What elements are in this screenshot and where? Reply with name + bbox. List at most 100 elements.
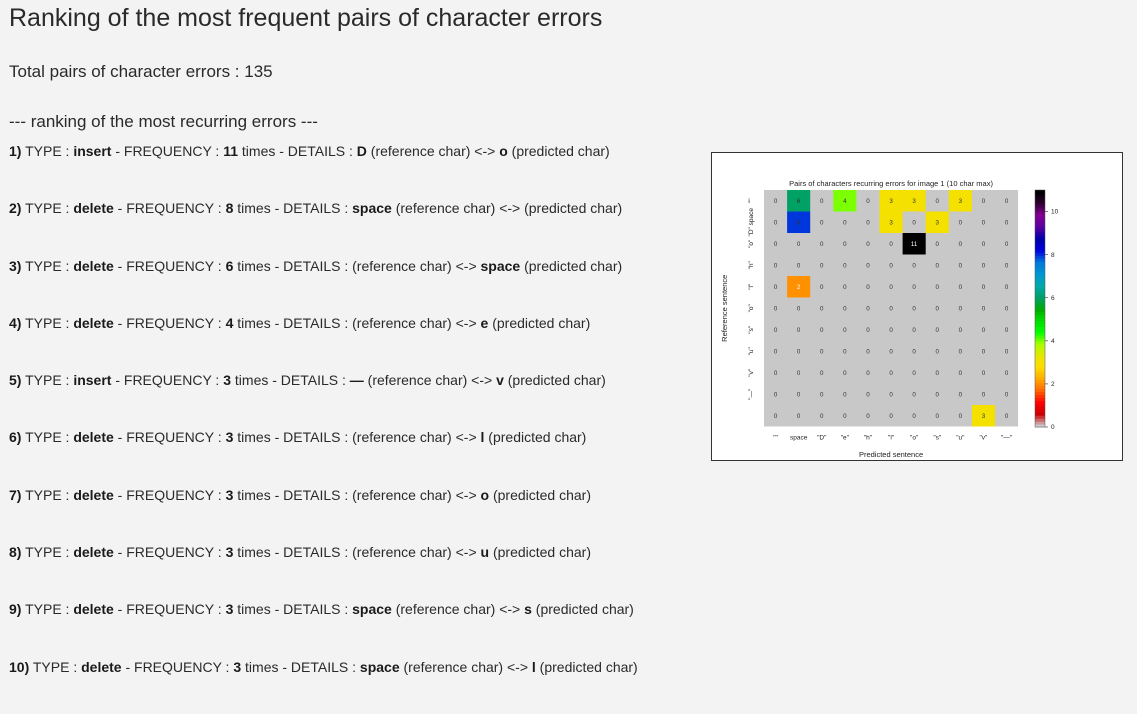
cell-value: 0 — [959, 327, 963, 334]
cell-value: 0 — [797, 413, 801, 420]
reference-label: (reference char) <-> — [366, 143, 500, 159]
frequency-label: - FREQUENCY : — [113, 429, 226, 446]
cell-value: 0 — [912, 306, 916, 313]
cell-value: 0 — [797, 306, 801, 313]
predicted-label: (predicted char) — [531, 601, 634, 618]
cell-value: 0 — [797, 370, 801, 377]
cell-value: 0 — [1005, 263, 1009, 270]
cell-value: 0 — [982, 198, 986, 205]
x-tick-label: "e" — [841, 435, 850, 442]
cell-value: 0 — [982, 284, 986, 291]
colorbar-segment — [1035, 332, 1045, 336]
colorbar-segment — [1035, 308, 1045, 313]
cell-value: 0 — [843, 392, 847, 399]
details-label: times - DETAILS : — [233, 601, 353, 618]
rank-number: 8) — [9, 544, 22, 561]
cell-value: 0 — [774, 220, 778, 227]
colorbar-segment — [1035, 326, 1045, 330]
colorbar-segment — [1035, 255, 1045, 259]
rank-number: 9) — [9, 601, 22, 618]
y-tick-label: "" — [748, 198, 755, 203]
type-label: TYPE : — [21, 429, 74, 446]
cell-value: 0 — [774, 263, 778, 270]
cell-value: 0 — [889, 370, 893, 377]
type-label: TYPE : — [21, 314, 74, 331]
cell-value: 0 — [843, 413, 847, 420]
colorbar-segment — [1035, 204, 1045, 209]
error-frequency: 3 — [233, 658, 242, 675]
cell-value: 0 — [936, 413, 940, 420]
colorbar-segment — [1035, 234, 1045, 238]
colorbar-segment — [1035, 358, 1045, 363]
cell-value: 0 — [889, 306, 893, 313]
heatmap-cell — [879, 190, 903, 212]
colorbar-segment — [1035, 352, 1045, 357]
cell-value: 0 — [843, 241, 847, 248]
colorbar-segment — [1035, 344, 1045, 348]
predicted-label: (predicted char) — [488, 314, 591, 331]
cell-value: 3 — [912, 198, 916, 205]
type-label: TYPE : — [21, 257, 74, 274]
cell-value: 0 — [820, 198, 824, 205]
cell-value: 0 — [1005, 306, 1009, 313]
cell-value: 8 — [797, 220, 801, 227]
cell-value: 0 — [1005, 370, 1009, 377]
predicted-char: o — [480, 486, 490, 503]
y-tick-label: "o" — [748, 239, 755, 248]
reference-label: (reference char) <-> — [391, 200, 525, 217]
cell-value: 0 — [820, 220, 824, 227]
cell-value: 0 — [843, 263, 847, 270]
colorbar-frame — [1034, 189, 1046, 428]
cell-value: 0 — [959, 263, 963, 270]
heatmap-panel: Pairs of characters recurring errors for… — [711, 152, 1123, 461]
predicted-label: (predicted char) — [524, 200, 623, 217]
rank-number: 2) — [9, 200, 22, 217]
cell-value: 0 — [982, 263, 986, 270]
rank-number: 6) — [9, 429, 22, 446]
error-frequency: 3 — [225, 601, 234, 618]
cell-value: 0 — [889, 263, 893, 270]
cell-value: 0 — [1005, 349, 1009, 356]
cell-value: 0 — [889, 241, 893, 248]
colorbar-segment — [1035, 403, 1045, 407]
type-label: TYPE : — [21, 601, 74, 618]
colorbar-tick-label: 0 — [1051, 424, 1055, 431]
cell-value: 0 — [797, 241, 801, 248]
details-label: times - DETAILS : — [233, 257, 353, 274]
cell-value: 0 — [797, 263, 801, 270]
colorbar-segment — [1035, 338, 1045, 342]
colorbar-segment — [1035, 246, 1045, 250]
heatmap-chart: Pairs of characters recurring errors for… — [720, 179, 1059, 459]
cell-value: 0 — [936, 241, 940, 248]
details-label: times - DETAILS : — [231, 372, 350, 389]
cell-value: 0 — [912, 327, 916, 334]
cell-value: 0 — [820, 392, 824, 399]
colorbar-segment — [1035, 296, 1045, 301]
predicted-label: (predicted char) — [535, 658, 638, 675]
colorbar-segment — [1035, 382, 1045, 387]
colorbar-segment — [1035, 258, 1045, 262]
cell-value: 0 — [936, 370, 940, 377]
colorbar-segment — [1035, 195, 1045, 200]
cell-value: 0 — [959, 370, 963, 377]
frequency-label: - FREQUENCY : — [121, 658, 234, 675]
reference-label: (reference char) <-> — [391, 601, 525, 618]
cell-value: 0 — [912, 263, 916, 270]
colorbar-segment — [1035, 341, 1045, 345]
colorbar-segment — [1035, 409, 1045, 413]
heatmap-cell — [948, 190, 972, 212]
colorbar-segment — [1035, 349, 1045, 354]
cell-value: 0 — [843, 220, 847, 227]
cell-value: 0 — [843, 327, 847, 334]
predicted-char: o — [499, 143, 508, 159]
y-tick-label: "s" — [748, 325, 755, 334]
predicted-char: l — [531, 658, 536, 675]
x-tick-label: "—" — [1001, 435, 1013, 442]
colorbar-segment — [1035, 213, 1045, 218]
cell-value: 0 — [982, 370, 986, 377]
type-label: TYPE : — [21, 372, 74, 389]
cell-value: 0 — [820, 284, 824, 291]
reference-char: space — [359, 658, 400, 675]
error-frequency: 3 — [225, 486, 234, 503]
colorbar-tick-label: 8 — [1051, 252, 1055, 259]
